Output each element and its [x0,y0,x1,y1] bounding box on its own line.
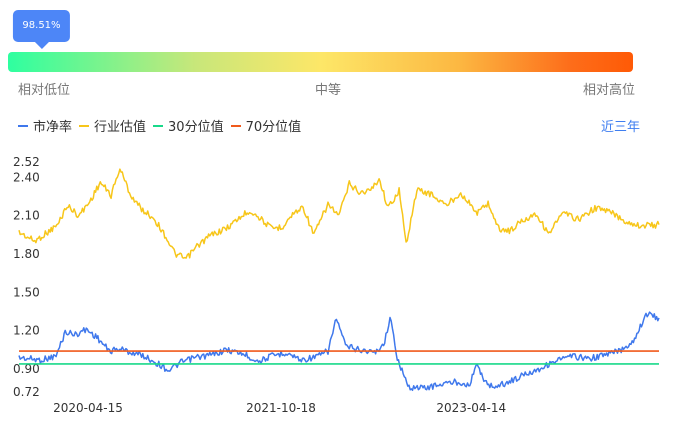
legend-item-industry[interactable]: 行业估值 [79,116,146,135]
x-tick-label: 2020-04-15 [53,401,123,415]
gauge-mid-label: 中等 [315,83,342,98]
legend-swatch [153,124,164,127]
y-tick-label: 1.20 [13,324,40,338]
y-tick-label: 2.40 [13,170,40,184]
y-tick-label: 1.50 [13,285,40,299]
y-tick-label: 0.72 [13,385,40,399]
legend-swatch [18,124,28,127]
y-tick-label: 1.80 [13,247,40,261]
period-selector[interactable]: 近三年 [600,120,640,135]
gauge-high-label: 相对高位 [583,83,636,98]
legend-item-pb[interactable]: 市净率 [18,116,72,135]
series-line-pb [18,311,660,392]
legend-swatch [79,124,90,127]
percentile-gauge: 98.51% [8,10,633,72]
chart-legend: 市净率 行业估值 30分位值 70分位值 [18,116,308,135]
gauge-low-label: 相对低位 [18,83,71,98]
x-tick-label: 2021-10-18 [246,401,316,415]
legend-label: 70分位值 [245,120,302,135]
y-tick-label: 2.10 [13,209,40,223]
legend-label: 行业估值 [94,120,147,135]
y-tick-label: 0.90 [13,362,40,376]
percentile-badge: 98.51% [13,10,70,49]
legend-swatch [230,124,241,127]
legend-label: 30分位值 [168,120,224,135]
y-tick-label: 2.52 [13,155,40,169]
gauge-gradient-bar [8,52,633,72]
legend-item-p70[interactable]: 70分位值 [230,116,302,135]
legend-label: 市净率 [33,120,73,135]
series-line-industry [18,168,660,259]
x-tick-label: 2023-04-14 [436,401,506,415]
legend-item-p30[interactable]: 30分位值 [153,116,224,135]
